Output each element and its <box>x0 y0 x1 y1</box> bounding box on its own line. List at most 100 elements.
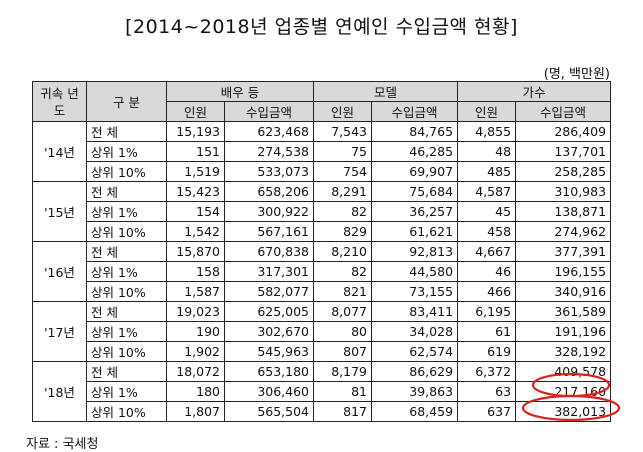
row-label: 전 체 <box>86 241 167 262</box>
value-cell: 458 <box>457 221 517 242</box>
value-cell: 258,285 <box>515 161 612 182</box>
value-cell: 625,005 <box>223 301 315 322</box>
value-cell: 158 <box>166 261 225 282</box>
value-cell: 15,423 <box>166 181 225 202</box>
income-table: 귀속 년도 구 분 배우 등 모델 가수 인원 수입금액 인원 수입금액 인원 … <box>32 81 612 422</box>
value-cell: 19,023 <box>166 301 225 322</box>
table-row: 상위 1% 154 300,922 82 36,257 45 138,871 <box>33 201 612 222</box>
table-body: '14년 전 체 15,193 623,468 7,543 84,765 4,855 286,… <box>32 121 612 422</box>
value-cell: 8,291 <box>313 181 373 202</box>
table-row: 상위 1% 151 274,538 75 46,285 48 137,701 <box>33 141 612 162</box>
value-cell: 180 <box>166 381 225 402</box>
value-cell: 191,196 <box>515 321 612 342</box>
row-label: 상위 1% <box>86 321 167 342</box>
value-cell: 1,542 <box>166 221 225 242</box>
value-cell: 361,589 <box>515 301 612 322</box>
table-row: 상위 1% 158 317,301 82 44,580 46 196,155 <box>33 261 612 282</box>
value-cell: 485 <box>457 161 517 182</box>
header-group-models: 모델 <box>313 81 459 102</box>
header-income: 수입금액 <box>515 101 612 122</box>
header-income: 수입금액 <box>371 101 459 122</box>
table-row: '15년 전 체 15,423 658,206 8,291 75,684 4,587 310,… <box>32 181 612 242</box>
unit-label: (명, 백만원) <box>543 67 610 82</box>
value-cell: 151 <box>166 141 225 162</box>
header-people: 인원 <box>166 101 225 122</box>
header-income: 수입금액 <box>223 101 315 122</box>
value-cell: 154 <box>166 201 225 222</box>
value-cell: 4,587 <box>457 181 517 202</box>
value-cell: 817 <box>313 401 373 422</box>
value-cell: 61,621 <box>371 221 459 242</box>
value-cell: 582,077 <box>223 281 315 302</box>
row-label: 전 체 <box>86 181 167 202</box>
table-row: 상위 10% 1,519 533,073 754 69,907 485 258,285 <box>33 161 612 182</box>
value-cell: 567,161 <box>223 221 315 242</box>
row-label: 상위 10% <box>86 401 167 422</box>
table-row: '17년 전 체 19,023 625,005 8,077 83,411 6,195 361,… <box>32 301 612 362</box>
value-cell: 565,504 <box>223 401 315 422</box>
table-row: '14년 전 체 15,193 623,468 7,543 84,765 4,855 286,… <box>32 121 612 182</box>
value-cell: 306,460 <box>223 381 315 402</box>
value-cell: 61 <box>457 321 517 342</box>
value-cell: 619 <box>457 341 517 362</box>
value-cell: 82 <box>313 261 373 282</box>
value-cell: 658,206 <box>223 181 315 202</box>
value-cell: 137,701 <box>515 141 612 162</box>
value-cell: 466 <box>457 281 517 302</box>
value-cell: 4,667 <box>457 241 517 262</box>
value-cell: 39,863 <box>371 381 459 402</box>
value-cell: 83,411 <box>371 301 459 322</box>
value-cell: 6,372 <box>457 361 517 382</box>
row-label: 전 체 <box>86 121 167 142</box>
value-cell: 274,538 <box>223 141 315 162</box>
value-cell: 18,072 <box>166 361 225 382</box>
value-cell: 15,870 <box>166 241 225 262</box>
value-cell: 86,629 <box>371 361 459 382</box>
value-cell: 829 <box>313 221 373 242</box>
value-cell: 754 <box>313 161 373 182</box>
table-row: '18년 전 체 18,072 653,180 8,179 86,629 6,372 409,… <box>32 361 612 422</box>
value-cell: 286,409 <box>515 121 612 142</box>
year-cell: '17년 <box>32 301 87 362</box>
value-cell: 300,922 <box>223 201 315 222</box>
value-cell: 340,916 <box>515 281 612 302</box>
value-cell: 138,871 <box>515 201 612 222</box>
value-cell: 190 <box>166 321 225 342</box>
value-cell: 69,907 <box>371 161 459 182</box>
value-cell: 8,077 <box>313 301 373 322</box>
value-cell: 317,301 <box>223 261 315 282</box>
value-cell: 1,902 <box>166 341 225 362</box>
value-cell: 670,838 <box>223 241 315 262</box>
table-row: 상위 10% 1,807 565,504 817 68,459 637 382,013 <box>33 401 612 422</box>
header-people: 인원 <box>457 101 517 122</box>
value-cell: 75 <box>313 141 373 162</box>
value-cell: 310,983 <box>515 181 612 202</box>
value-cell: 92,813 <box>371 241 459 262</box>
row-label: 상위 1% <box>86 141 167 162</box>
table-row: 상위 1% 190 302,670 80 34,028 61 191,196 <box>33 321 612 342</box>
value-cell: 1,519 <box>166 161 225 182</box>
value-cell: 45 <box>457 201 517 222</box>
value-cell: 73,155 <box>371 281 459 302</box>
value-cell: 274,962 <box>515 221 612 242</box>
header-group-actors: 배우 등 <box>165 81 315 102</box>
value-cell: 1,587 <box>166 281 225 302</box>
header-people: 인원 <box>313 101 373 122</box>
header-year: 귀속 년도 <box>32 81 87 122</box>
value-cell: 46 <box>457 261 517 282</box>
table-row: 상위 1% 180 306,460 81 39,863 63 217,160 <box>33 381 612 402</box>
value-cell: 82 <box>313 201 373 222</box>
value-cell: 75,684 <box>371 181 459 202</box>
value-cell: 46,285 <box>371 141 459 162</box>
value-cell: 637 <box>457 401 517 422</box>
year-cell: '18년 <box>32 361 87 422</box>
value-cell: 4,855 <box>457 121 517 142</box>
value-cell: 36,257 <box>371 201 459 222</box>
source-footnote: 자료 : 국세청 <box>26 437 99 452</box>
value-cell: 8,210 <box>313 241 373 262</box>
header-category: 구 분 <box>86 81 167 122</box>
value-cell: 653,180 <box>223 361 315 382</box>
value-cell: 807 <box>313 341 373 362</box>
value-cell: 34,028 <box>371 321 459 342</box>
value-cell: 44,580 <box>371 261 459 282</box>
